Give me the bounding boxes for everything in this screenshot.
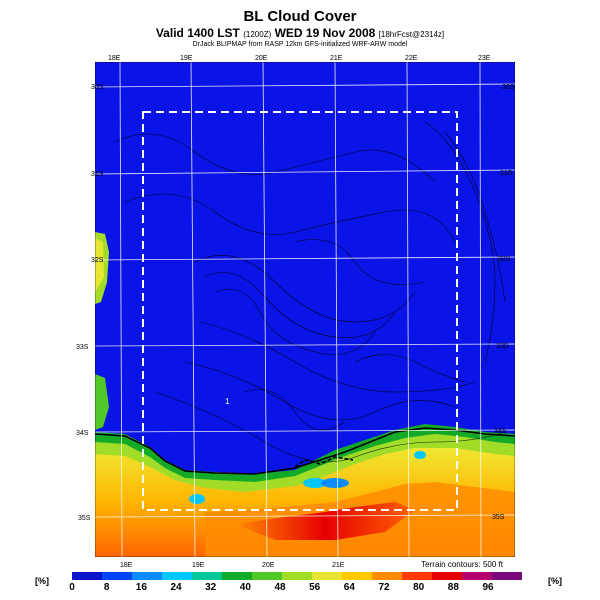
coastline: [94, 427, 516, 475]
lat-label-left: 31S: [91, 171, 104, 178]
colorbar-tick-label: 48: [274, 582, 286, 593]
colorbar-swatch: [102, 572, 133, 580]
terrain-contour-note: Terrain contours: 500 ft: [421, 560, 503, 569]
colorbar: [72, 572, 522, 580]
colorbar-swatch: [192, 572, 223, 580]
lat-label-left: 33S: [76, 344, 89, 351]
colorbar-swatch: [252, 572, 283, 580]
colorbar-tick-label: 56: [309, 582, 321, 593]
colorbar-tick-label: 0: [69, 582, 75, 593]
forecast-info: [18hrFcst@2314z]: [378, 30, 445, 39]
colorbar-swatch: [282, 572, 313, 580]
lon-label-top: 19E: [180, 55, 193, 62]
colorbar-tick-label: 24: [170, 582, 182, 593]
colorbar-swatch: [312, 572, 343, 580]
terrain-contours: [114, 121, 506, 463]
lat-label-right: 34S: [494, 428, 507, 435]
colorbar-unit-right: [%]: [548, 576, 562, 586]
map-subtitle: Valid 1400 LST (1200Z) WED 19 Nov 2008 […: [0, 26, 600, 40]
colorbar-tick-label: 96: [482, 582, 494, 593]
colorbar-tick-label: 64: [343, 582, 355, 593]
colorbar-tick-label: 16: [135, 582, 147, 593]
lat-label-right: 31S: [500, 170, 513, 177]
colorbar-tick-label: 80: [413, 582, 425, 593]
colorbar-swatch: [342, 572, 373, 580]
colorbar-swatch: [372, 572, 403, 580]
lon-label-bottom: 18E: [120, 562, 133, 569]
west-patch-3: [95, 374, 109, 430]
lon-label-top: 18E: [108, 55, 121, 62]
model-credit: DrJack BLIPMAP from RASP 12km GFS-initia…: [192, 41, 408, 48]
cloud-blob-2: [303, 478, 327, 488]
colorbar-swatch: [492, 572, 522, 580]
lon-label-top: 21E: [330, 55, 343, 62]
map-panel: 1: [94, 61, 516, 558]
utc-time: (1200Z): [243, 30, 272, 39]
lat-label-right: 33S: [496, 343, 509, 350]
cloud-cover-map: 1: [94, 61, 516, 558]
map-annotation: 1: [225, 397, 230, 406]
colorbar-tick-label: 40: [239, 582, 251, 593]
lat-label-right: 35S: [492, 514, 505, 521]
inner-domain-box: [142, 111, 458, 511]
colorbar-tick-label: 88: [447, 582, 459, 593]
colorbar-tick-label: 72: [378, 582, 390, 593]
valid-time: Valid 1400 LST: [155, 26, 240, 40]
lon-label-top: 22E: [405, 55, 418, 62]
lat-label-left: 34S: [76, 430, 89, 437]
graticule: [94, 61, 516, 558]
cloud-blob-4: [414, 451, 426, 459]
lat-label-right: 32S: [498, 256, 511, 263]
colorbar-swatch: [132, 572, 163, 580]
lon-label-bottom: 21E: [332, 562, 345, 569]
lon-label-top: 23E: [478, 55, 491, 62]
colorbar-tick-label: 8: [103, 582, 110, 593]
valid-date: WED 19 Nov 2008: [274, 26, 376, 40]
cloud-zone-red: [235, 502, 415, 540]
colorbar-swatch: [222, 572, 253, 580]
colorbar-swatch: [462, 572, 493, 580]
lat-label-left: 32S: [91, 257, 104, 264]
lat-label-left: 35S: [78, 515, 91, 522]
lat-label-left: 30S: [91, 84, 104, 91]
lon-label-top: 20E: [255, 55, 268, 62]
cloud-blob-3: [321, 478, 349, 488]
west-patch-2: [95, 238, 104, 292]
coastline-detail: [294, 456, 354, 468]
colorbar-swatch: [402, 572, 433, 580]
colorbar-swatch: [72, 572, 103, 580]
lon-label-bottom: 20E: [262, 562, 275, 569]
colorbar-swatch: [432, 572, 463, 580]
map-title: BL Cloud Cover: [243, 8, 357, 25]
lon-label-bottom: 19E: [192, 562, 205, 569]
colorbar-unit-left: [%]: [35, 576, 49, 586]
colorbar-tick-label: 32: [205, 582, 217, 593]
lat-label-right: 30S: [502, 84, 515, 91]
cloud-blob-1: [189, 494, 205, 504]
colorbar-swatch: [162, 572, 193, 580]
